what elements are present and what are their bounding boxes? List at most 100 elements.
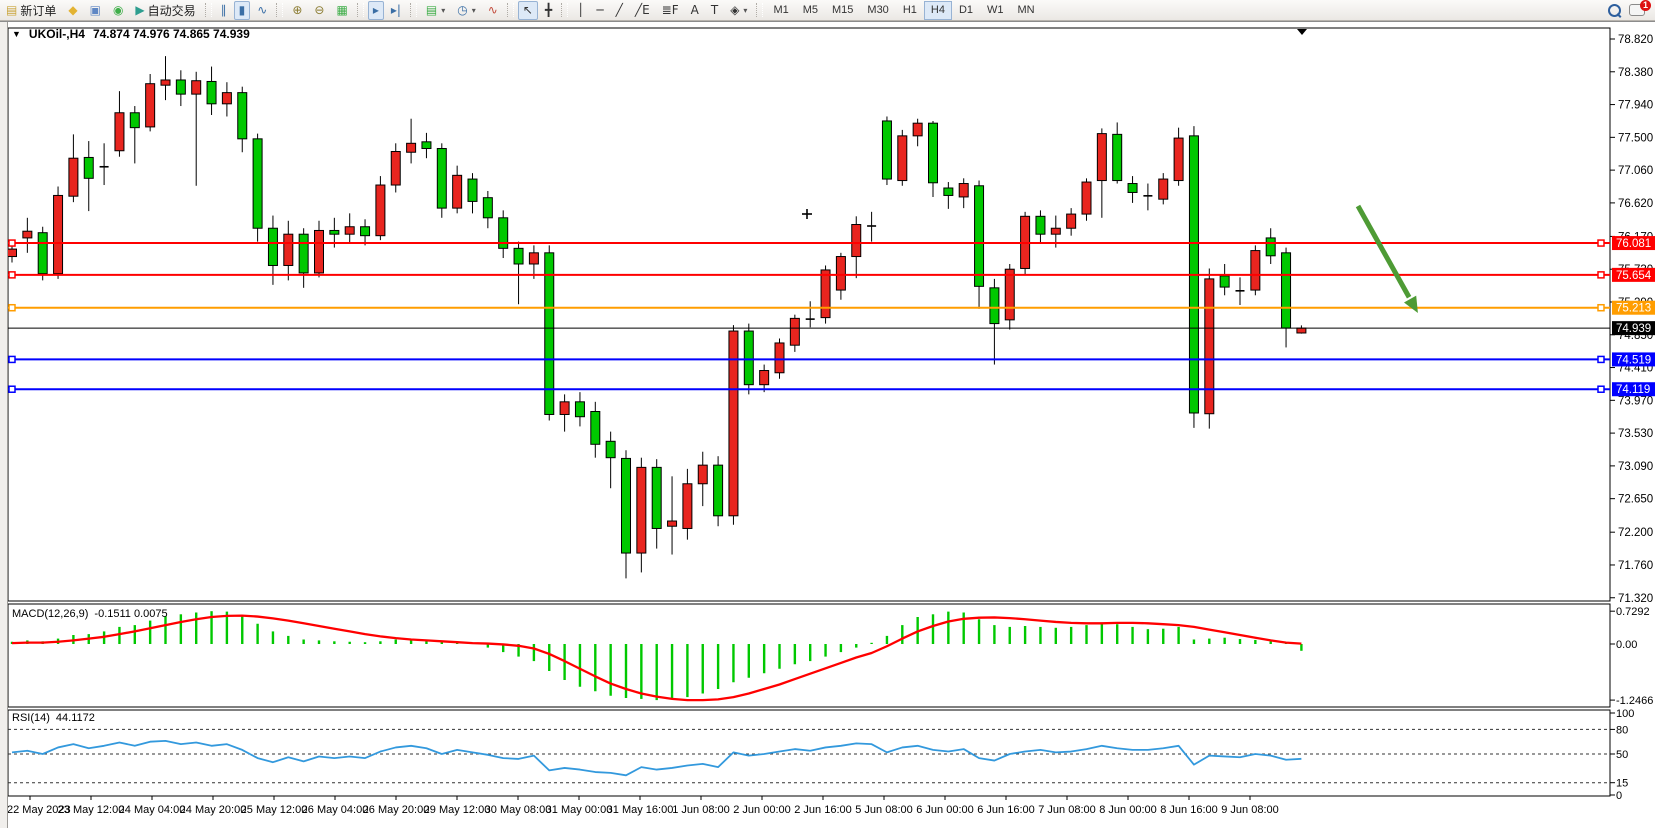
candle-body: [605, 440, 616, 459]
zoom-out-button[interactable]: ⊖: [309, 1, 329, 20]
text-button[interactable]: A: [686, 1, 704, 20]
tile-windows-button[interactable]: ▦: [331, 1, 352, 20]
candle-body: [682, 483, 693, 529]
tf-M30-label: M30: [867, 3, 889, 16]
new-order-button[interactable]: ▤ 新订单: [1, 1, 61, 20]
new-chart-button[interactable]: ▤ ▾: [421, 1, 450, 20]
price-level-label: 76.081: [1616, 238, 1651, 250]
candle-body: [252, 138, 263, 229]
autotrading-button[interactable]: ▶ 自动交易: [130, 1, 200, 20]
cursor-icon: ↖: [522, 3, 533, 17]
vertical-line-button[interactable]: │: [572, 1, 589, 20]
level-anchor[interactable]: [8, 303, 16, 312]
crosshair-button[interactable]: ╋: [540, 1, 557, 20]
chart-shift-icon: ▸|: [390, 3, 401, 17]
time-tick-label: 1 Jun 08:00: [672, 804, 730, 816]
candle-body: [53, 194, 64, 275]
indicators-button[interactable]: ∿: [483, 1, 503, 20]
tf-W1-label: W1: [987, 3, 1004, 16]
tf-M30[interactable]: M30: [860, 1, 895, 20]
price-tick-label: 73.530: [1618, 428, 1653, 440]
new-chart-dropdown-icon[interactable]: ▾: [441, 5, 446, 15]
tf-H4[interactable]: H4: [923, 0, 952, 20]
tf-M1[interactable]: M1: [766, 1, 795, 20]
panel-border-1: [7, 603, 1611, 708]
level-anchor[interactable]: [1597, 239, 1605, 247]
fibonacci-button[interactable]: ≣F: [657, 1, 684, 20]
period-dropdown-icon[interactable]: ▾: [471, 5, 476, 15]
zoom-in-button[interactable]: ⊕: [287, 1, 307, 20]
profiles-button[interactable]: ▣: [85, 1, 106, 20]
candle-body: [68, 157, 79, 197]
cursor-button[interactable]: ↖: [517, 0, 538, 20]
time-tick-label: 31 May 16:00: [607, 804, 674, 816]
candle-body: [237, 92, 248, 140]
rsi-line: [11, 739, 1302, 777]
candlestick-chart-button[interactable]: ▮: [233, 0, 251, 20]
autotrading-icon: ▶: [135, 3, 145, 17]
chart-shift-button[interactable]: ▸|: [386, 1, 406, 20]
candle-body: [406, 142, 417, 153]
price-tick-label: 73.090: [1618, 461, 1653, 473]
arrow-annotation-head[interactable]: [1403, 295, 1418, 313]
period-button[interactable]: ◷ ▾: [452, 1, 481, 20]
tf-MN[interactable]: MN: [1011, 1, 1042, 20]
price-tick-label: 73.970: [1618, 395, 1653, 407]
horizontal-line-icon: ─: [596, 3, 604, 17]
line-chart-button[interactable]: ∿: [252, 1, 272, 20]
level-anchor[interactable]: [8, 355, 16, 364]
candle-body: [221, 92, 232, 105]
bar-chart-button[interactable]: ∥: [216, 1, 232, 20]
chat-icon[interactable]: 1: [1629, 0, 1651, 16]
tf-D1[interactable]: D1: [952, 1, 980, 20]
price-level-box: [1612, 236, 1655, 251]
new-order-icon: ▤: [6, 3, 18, 17]
toolbar-groups: ▤ 新订单 ◆ ▣ ◉ ▶ 自动交易 ∥ ▮ ∿ ⊕ ⊖ ▦ ▸ ▸| ▤ ▾ ◷ ▾ ∿ ↖ ╋ │ ─ ╱ ╱E ≣F A T ◈ ▾ M…: [0, 0, 1042, 20]
time-tick-label: 6 Jun 16:00: [977, 804, 1035, 816]
level-anchor[interactable]: [8, 239, 16, 247]
window-edge: [0, 22, 8, 828]
time-tick-label: 24 May 04:00: [119, 804, 186, 816]
candle-body: [375, 184, 386, 237]
level-anchor[interactable]: [1597, 303, 1605, 312]
level-anchor[interactable]: [1597, 355, 1605, 364]
signals-button[interactable]: ◉: [108, 1, 128, 20]
candle-body: [1096, 133, 1107, 182]
candle-body: [651, 466, 662, 529]
arrow-annotation[interactable]: [1355, 204, 1412, 299]
tf-M5[interactable]: M5: [796, 1, 825, 20]
candle-body: [789, 317, 800, 346]
rsi-tick-label: 15: [1616, 778, 1628, 790]
tf-M15[interactable]: M15: [825, 1, 860, 20]
horizontal-line-button[interactable]: ─: [591, 1, 608, 20]
marker-button[interactable]: ◆: [63, 1, 82, 20]
arrows-dropdown-icon[interactable]: ▾: [743, 5, 748, 15]
level-anchor[interactable]: [1597, 271, 1605, 279]
time-tick-label: 9 Jun 08:00: [1221, 804, 1279, 816]
chevron-down-icon[interactable]: ▼: [12, 29, 21, 39]
trendline-button[interactable]: ╱: [611, 1, 628, 20]
toolbar-separator: [756, 3, 764, 17]
tile-windows-icon: ▦: [336, 3, 348, 17]
price-level-label: 74.939: [1616, 323, 1651, 335]
candle-body: [206, 80, 217, 105]
candle-body: [943, 187, 954, 196]
level-anchor[interactable]: [1597, 385, 1605, 393]
price-level-label: 75.213: [1616, 303, 1651, 315]
price-level-label: 75.654: [1616, 270, 1652, 282]
search-icon[interactable]: [1608, 3, 1622, 18]
channel-button[interactable]: ╱E: [630, 1, 655, 20]
price-tick-label: 77.500: [1618, 132, 1653, 144]
arrows-button[interactable]: ◈ ▾: [725, 1, 752, 20]
panel-border-2: [7, 709, 1611, 797]
candle-body: [145, 83, 156, 128]
panel-border-0: [7, 27, 1611, 602]
text-label-button[interactable]: T: [706, 1, 723, 20]
candle-body: [329, 229, 340, 235]
level-anchor[interactable]: [8, 385, 16, 393]
level-anchor[interactable]: [8, 271, 16, 279]
tf-W1[interactable]: W1: [980, 1, 1011, 20]
tf-H1[interactable]: H1: [896, 1, 924, 20]
auto-scroll-button[interactable]: ▸: [367, 0, 384, 20]
candle-body: [544, 252, 555, 415]
